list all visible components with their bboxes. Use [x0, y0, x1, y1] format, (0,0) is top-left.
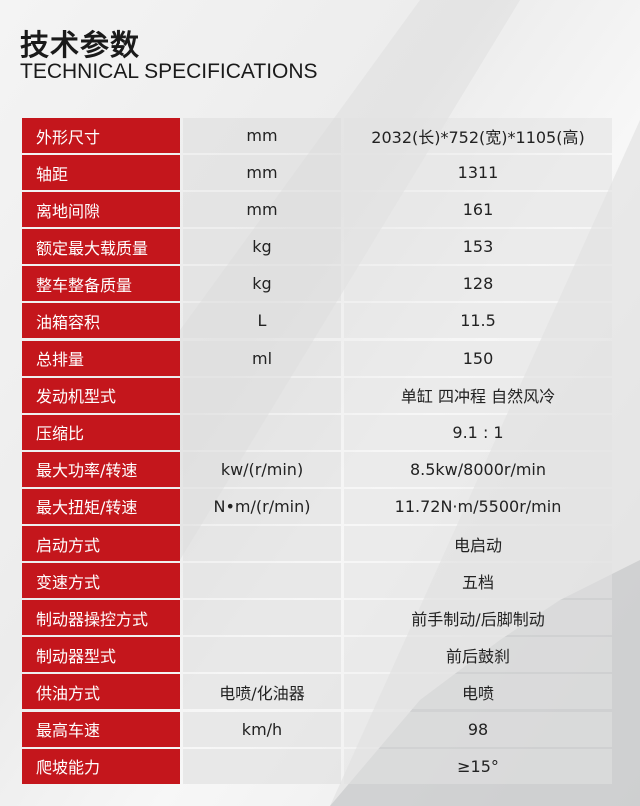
table-row: 变速方式 五档	[22, 563, 612, 599]
spec-unit: mm	[183, 192, 341, 228]
spec-value: 电启动	[344, 526, 612, 562]
spec-value: 150	[344, 340, 612, 376]
spec-unit	[183, 377, 341, 413]
spec-value: 单缸 四冲程 自然风冷	[344, 377, 612, 413]
spec-unit: mm	[183, 118, 341, 153]
table-row: 轴距 mm 1311	[22, 155, 612, 191]
spec-value: 1311	[344, 155, 612, 191]
spec-name: 油箱容积	[22, 303, 180, 339]
spec-value: 前手制动/后脚制动	[344, 600, 612, 636]
spec-value: 8.5kw/8000r/min	[344, 451, 612, 487]
spec-name: 最大功率/转速	[22, 451, 180, 487]
spec-name: 爬坡能力	[22, 748, 180, 784]
table-row: 启动方式 电启动	[22, 526, 612, 562]
table-row: 总排量 ml 150	[22, 340, 612, 376]
spec-unit: N•m/(r/min)	[183, 488, 341, 524]
spec-unit	[183, 600, 341, 636]
table-row: 整车整备质量 kg 128	[22, 266, 612, 302]
spec-unit: km/h	[183, 711, 341, 747]
table-row: 油箱容积 L 11.5	[22, 303, 612, 339]
spec-name: 总排量	[22, 340, 180, 376]
table-row: 离地间隙 mm 161	[22, 192, 612, 228]
spec-name: 压缩比	[22, 414, 180, 450]
spec-unit	[183, 526, 341, 562]
spec-name: 轴距	[22, 155, 180, 191]
spec-value: 161	[344, 192, 612, 228]
spec-value: ≥15°	[344, 748, 612, 784]
table-row: 外形尺寸 mm 2032(长)*752(宽)*1105(高)	[22, 118, 612, 153]
table-row: 发动机型式 单缸 四冲程 自然风冷	[22, 377, 612, 413]
table-row: 额定最大载质量 kg 153	[22, 229, 612, 265]
table-row: 爬坡能力 ≥15°	[22, 748, 612, 784]
page-subtitle: TECHNICAL SPECIFICATIONS	[20, 60, 318, 83]
table-row: 制动器操控方式 前手制动/后脚制动	[22, 600, 612, 636]
spec-unit: 电喷/化油器	[183, 674, 341, 710]
spec-name: 制动器型式	[22, 637, 180, 673]
table-row: 制动器型式 前后鼓刹	[22, 637, 612, 673]
spec-value: 11.5	[344, 303, 612, 339]
spec-value: 2032(长)*752(宽)*1105(高)	[344, 118, 612, 153]
table-row: 供油方式 电喷/化油器 电喷	[22, 674, 612, 710]
table-row: 最高车速 km/h 98	[22, 711, 612, 747]
spec-value: 128	[344, 266, 612, 302]
spec-name: 最高车速	[22, 711, 180, 747]
spec-unit: L	[183, 303, 341, 339]
spec-name: 最大扭矩/转速	[22, 488, 180, 524]
spec-unit	[183, 563, 341, 599]
spec-unit: kg	[183, 229, 341, 265]
spec-value: 11.72N·m/5500r/min	[344, 488, 612, 524]
spec-unit: ml	[183, 340, 341, 376]
spec-unit: mm	[183, 155, 341, 191]
table-row: 最大功率/转速 kw/(r/min) 8.5kw/8000r/min	[22, 451, 612, 487]
spec-unit	[183, 748, 341, 784]
spec-unit	[183, 414, 341, 450]
spec-name: 变速方式	[22, 563, 180, 599]
table-row: 最大扭矩/转速 N•m/(r/min) 11.72N·m/5500r/min	[22, 488, 612, 524]
page-title: 技术参数	[20, 28, 141, 62]
spec-unit: kg	[183, 266, 341, 302]
spec-value: 9.1 : 1	[344, 414, 612, 450]
spec-value: 五档	[344, 563, 612, 599]
spec-name: 发动机型式	[22, 377, 180, 413]
spec-name: 外形尺寸	[22, 118, 180, 153]
spec-name: 整车整备质量	[22, 266, 180, 302]
table-row: 压缩比 9.1 : 1	[22, 414, 612, 450]
spec-unit: kw/(r/min)	[183, 451, 341, 487]
spec-name: 额定最大载质量	[22, 229, 180, 265]
spec-name: 启动方式	[22, 526, 180, 562]
spec-name: 供油方式	[22, 674, 180, 710]
spec-unit	[183, 637, 341, 673]
spec-name: 离地间隙	[22, 192, 180, 228]
spec-table: 外形尺寸 mm 2032(长)*752(宽)*1105(高) 轴距 mm 1311 离地间隙…	[22, 118, 612, 786]
spec-value: 153	[344, 229, 612, 265]
spec-name: 制动器操控方式	[22, 600, 180, 636]
spec-value: 前后鼓刹	[344, 637, 612, 673]
spec-value: 电喷	[344, 674, 612, 710]
spec-value: 98	[344, 711, 612, 747]
